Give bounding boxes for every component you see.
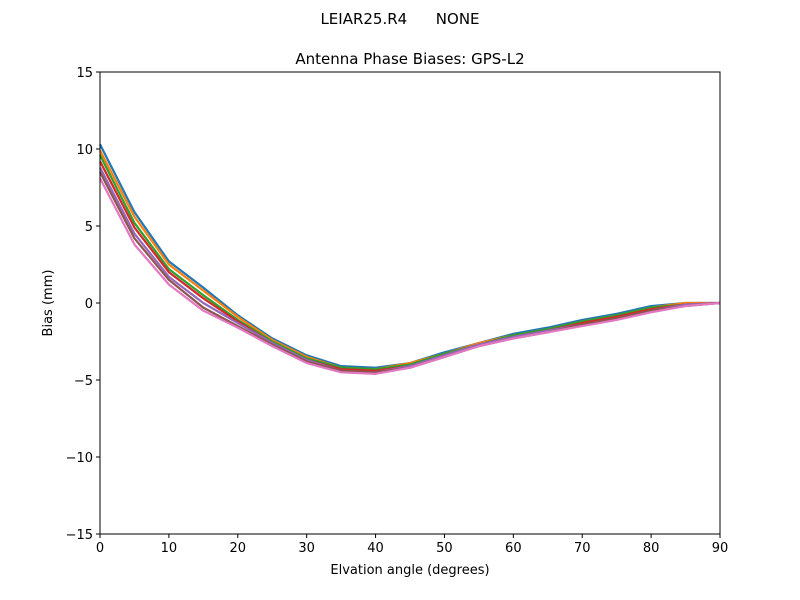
series-lines [99, 143, 721, 375]
x-tick-label: 50 [436, 541, 453, 556]
series-line-s3 [99, 154, 721, 371]
series-line-s1 [99, 143, 720, 369]
x-tick-label: 0 [96, 541, 104, 556]
y-axis-label: Bias (mm) [41, 270, 56, 337]
y-tick-label: −5 [74, 374, 93, 389]
x-tick-label: 40 [367, 541, 384, 556]
y-axis: 15 10 5 0 −10 −5 −15 [66, 66, 100, 543]
x-axis-label: Elvation angle (degrees) [330, 563, 489, 578]
x-axis: 0 10 20 30 40 50 60 70 80 90 [96, 534, 728, 556]
x-tick-label: 70 [574, 541, 591, 556]
y-tick-label: 10 [76, 143, 93, 158]
suptitle: LEIAR25.R4 NONE [320, 10, 479, 28]
x-tick-label: 90 [712, 541, 729, 556]
series-line-s2 [99, 150, 720, 371]
y-tick-label: −15 [66, 528, 93, 543]
series-line-s7 [99, 177, 721, 375]
chart-title: Antenna Phase Biases: GPS-L2 [295, 50, 524, 68]
y-tick-label: 0 [85, 297, 93, 312]
series-line-s6 [99, 171, 721, 374]
x-tick-label: 60 [505, 541, 522, 556]
y-tick-label: −10 [66, 451, 93, 466]
series-line-s4 [99, 160, 721, 372]
x-tick-label: 10 [161, 541, 178, 556]
x-tick-label: 80 [643, 541, 660, 556]
x-tick-label: 30 [298, 541, 315, 556]
x-tick-label: 20 [230, 541, 247, 556]
y-tick-label: 5 [85, 220, 93, 235]
series-line-s5 [99, 166, 721, 374]
y-tick-label: 15 [76, 66, 93, 81]
